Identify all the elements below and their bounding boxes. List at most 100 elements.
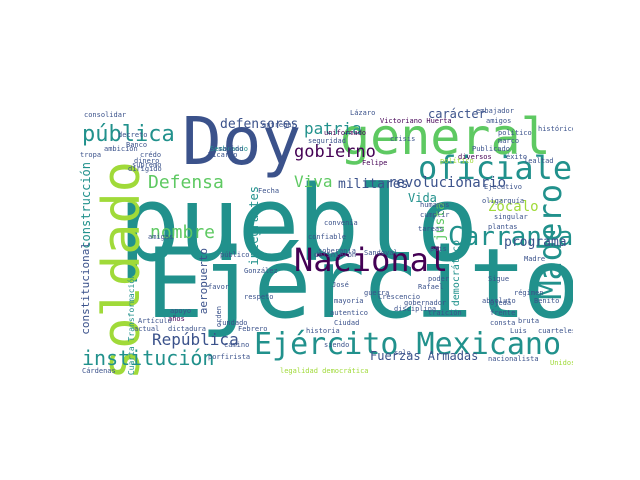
word: respeto [244, 293, 274, 301]
word: Banco [126, 141, 148, 149]
word: oligarquía [482, 197, 525, 205]
word: historia [306, 327, 340, 335]
word: dictadura [168, 325, 206, 333]
word: construcción [79, 162, 93, 249]
word: diversos [458, 153, 492, 161]
word: Carranza [448, 222, 573, 252]
word: político [498, 129, 532, 137]
word: general [340, 108, 551, 166]
word: años [168, 315, 185, 323]
word: actual [134, 325, 160, 333]
word: porfirista [208, 353, 251, 361]
word: Ejército [146, 228, 573, 340]
word: institución [82, 346, 215, 370]
word: integrantes [247, 186, 261, 266]
word: autentico [330, 309, 368, 317]
word: patria [304, 119, 362, 138]
word: oficiales [418, 149, 573, 187]
word: absoluto [482, 297, 516, 305]
word: Luis [510, 327, 527, 335]
word-cloud: pueblo Ejército Doy general soldado Naci… [68, 106, 573, 378]
word: Doy [182, 106, 302, 180]
word: Cárdenas [82, 367, 116, 375]
word: régimen [514, 289, 544, 297]
word: revolucionario [388, 175, 507, 191]
word: guerra [364, 289, 390, 297]
word: fundado [218, 319, 248, 327]
word: consta [490, 319, 516, 327]
word: ambición [104, 145, 138, 153]
word: amigas [148, 233, 174, 241]
word: Rafael [418, 283, 444, 291]
word: pública [82, 122, 175, 147]
word: amigos [486, 117, 512, 125]
word: Sandoval [364, 249, 398, 257]
word: crédo [140, 151, 162, 159]
word: confiable [308, 233, 346, 241]
word: Vida [408, 191, 437, 205]
word: Fuerzas Armadas [370, 349, 479, 363]
word: Lázaro [350, 109, 376, 117]
word: Ejército Mexicano [254, 327, 562, 362]
word: Felipe [362, 159, 388, 167]
word: Vicario [208, 151, 238, 159]
word: sabido [218, 145, 244, 153]
word: éxito [506, 153, 528, 161]
word: democrático [451, 240, 462, 307]
word: público [220, 251, 250, 259]
word: uniformado [324, 129, 367, 137]
word: singular [494, 213, 528, 221]
word: supremo [132, 161, 162, 169]
word: Benito [534, 297, 560, 305]
word: cumplir [420, 211, 450, 219]
word: pueblo [118, 163, 479, 285]
word: favor [208, 283, 230, 291]
word: tareas [418, 225, 444, 233]
word: José [332, 281, 349, 289]
word: poder [428, 275, 450, 283]
word: soberanía [318, 247, 356, 255]
word: programa [504, 235, 567, 250]
word: lealtad [524, 157, 554, 165]
word: Viva [294, 172, 333, 191]
word: camino [224, 341, 250, 349]
word: seguridad [308, 137, 346, 145]
word: históricos [538, 125, 573, 133]
word: nacionalista [488, 355, 539, 363]
word: defensores [220, 117, 299, 132]
word: Madre [524, 255, 546, 263]
word: mayoría [334, 297, 364, 305]
word: aeropuerto [197, 248, 210, 315]
word: Defensa [148, 172, 224, 193]
word: político [440, 157, 474, 165]
word: dirigido [128, 165, 162, 173]
word: Nacional [294, 241, 449, 279]
word: nombre [150, 222, 216, 243]
word: marco [498, 137, 520, 145]
word: convenía [324, 219, 358, 227]
word: Sembrando [210, 145, 248, 153]
word: Victoriano Huerta [380, 117, 452, 125]
word: país [430, 245, 447, 253]
word: Crescencio [378, 293, 421, 301]
word: solo [394, 349, 411, 357]
word: disciplina [394, 305, 437, 313]
word: González [244, 267, 278, 275]
word: consolidar [84, 111, 127, 119]
word: República [152, 330, 239, 349]
word: carácter [428, 107, 486, 121]
word: apoyo [170, 307, 192, 315]
word: Febrero [238, 325, 268, 333]
word: embajador [476, 107, 514, 115]
word: humanos [420, 201, 450, 209]
word: plantas [488, 223, 518, 231]
word: Ciudad [334, 319, 360, 327]
word: cuarteles [538, 327, 573, 335]
word: tropa [80, 151, 102, 159]
word: entregar [262, 121, 296, 129]
word: Sigue [488, 275, 510, 283]
word: Ejecutivo [484, 183, 522, 191]
word: definieron [314, 251, 357, 259]
word: gobernador [404, 299, 447, 307]
word: siendo [324, 341, 350, 349]
